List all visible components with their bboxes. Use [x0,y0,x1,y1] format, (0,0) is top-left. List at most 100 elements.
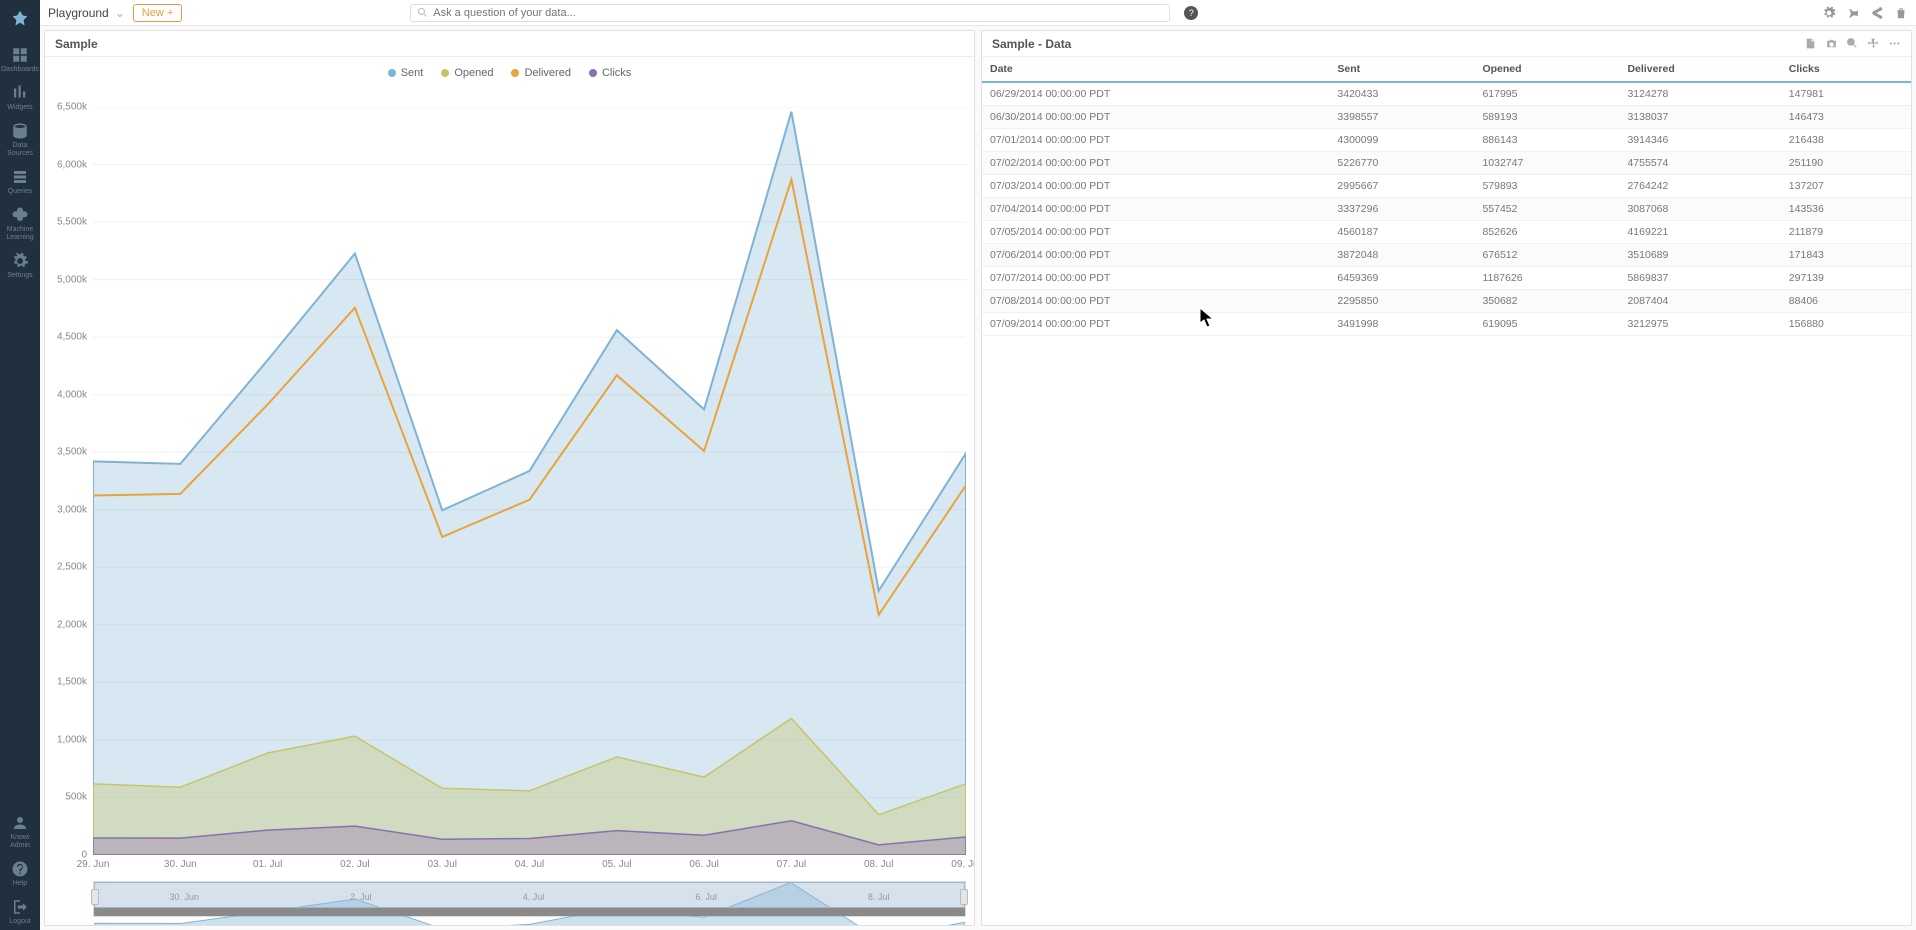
table-cell: 3212975 [1619,313,1780,336]
chart-navigator[interactable]: 30. Jun2. Jul4. Jul6. Jul8. Jul [93,881,966,917]
table-cell: 676512 [1474,244,1619,267]
sidebar-item-queries[interactable]: Queries [0,162,40,200]
legend-item[interactable]: Delivered [511,67,570,79]
table-cell: 3491998 [1329,313,1474,336]
table-row[interactable]: 07/09/2014 00:00:00 PDT34919986190953212… [982,313,1911,336]
table-cell: 852626 [1474,221,1619,244]
legend-label: Opened [454,67,493,79]
table-row[interactable]: 06/29/2014 00:00:00 PDT34204336179953124… [982,82,1911,106]
table-cell: 2087404 [1619,290,1780,313]
chart-panel: Sample SentOpenedDeliveredClicks 0500k1,… [44,30,975,926]
app-logo[interactable] [0,0,40,40]
table-cell: 171843 [1781,244,1911,267]
share-icon[interactable] [1870,6,1884,20]
y-tick-label: 2,500k [57,562,87,573]
sidebar-item-dashboards[interactable]: Dashboards [0,40,40,78]
sidebar-item-ml[interactable]: Machine Learning [0,200,40,246]
table-cell: 589193 [1474,106,1619,129]
export-icon[interactable] [1804,37,1817,50]
sidebar-item-help[interactable]: Help [0,854,40,892]
legend-item[interactable]: Sent [388,67,424,79]
y-tick-label: 5,500k [57,217,87,228]
table-cell: 3087068 [1619,198,1780,221]
table-cell: 156880 [1781,313,1911,336]
trash-icon[interactable] [1894,6,1908,20]
table-cell: 6459369 [1329,267,1474,290]
legend-item[interactable]: Opened [441,67,493,79]
table-row[interactable]: 07/02/2014 00:00:00 PDT52267701032747475… [982,152,1911,175]
table-row[interactable]: 07/07/2014 00:00:00 PDT64593691187626586… [982,267,1911,290]
y-tick-label: 3,500k [57,447,87,458]
table-row[interactable]: 07/05/2014 00:00:00 PDT45601878526264169… [982,221,1911,244]
legend-item[interactable]: Clicks [589,67,631,79]
sidebar-item-admin[interactable]: Knowi Admin [0,808,40,854]
table-cell: 3420433 [1329,82,1474,106]
sidebar-item-logout[interactable]: Logout [0,892,40,930]
x-tick-label: 09. Jul [951,859,974,870]
legend-label: Delivered [524,67,570,79]
table-cell: 07/08/2014 00:00:00 PDT [982,290,1329,313]
table-cell: 2995667 [1329,175,1474,198]
navigator-selection[interactable] [94,882,965,908]
x-tick-label: 01. Jul [253,859,282,870]
table-row[interactable]: 07/06/2014 00:00:00 PDT38720486765123510… [982,244,1911,267]
navigator-handle-left[interactable] [91,889,99,905]
y-tick-label: 4,000k [57,389,87,400]
sidebar-item-label: Dashboards [1,66,39,74]
data-table[interactable]: DateSentOpenedDeliveredClicks06/29/2014 … [982,57,1911,336]
x-tick-label: 30. Jun [164,859,197,870]
y-tick-label: 6,000k [57,159,87,170]
table-cell: 3398557 [1329,106,1474,129]
table-header[interactable]: Delivered [1619,57,1780,82]
nlq-input[interactable] [433,7,1163,19]
y-tick-label: 6,500k [57,102,87,113]
sidebar-item-label: Help [13,880,27,888]
x-tick-label: 05. Jul [602,859,631,870]
table-cell: 619095 [1474,313,1619,336]
table-header[interactable]: Opened [1474,57,1619,82]
table-row[interactable]: 07/08/2014 00:00:00 PDT22958503506822087… [982,290,1911,313]
search-icon[interactable] [1846,37,1859,50]
topbar: Playground ⌄ New + ? [40,0,1916,26]
x-tick-label: 02. Jul [340,859,369,870]
navigator-handle-right[interactable] [960,889,968,905]
workspace: Sample SentOpenedDeliveredClicks 0500k1,… [40,26,1916,930]
legend-label: Clicks [602,67,631,79]
pin-icon[interactable] [1846,6,1860,20]
table-cell: 07/01/2014 00:00:00 PDT [982,129,1329,152]
camera-icon[interactable] [1825,37,1838,50]
x-tick-label: 06. Jul [689,859,718,870]
more-icon[interactable] [1888,37,1901,50]
data-title: Sample - Data [992,37,1071,51]
sidebar-item-datasources[interactable]: Data Sources [0,116,40,162]
table-header[interactable]: Sent [1329,57,1474,82]
x-tick-label: 07. Jul [777,859,806,870]
expand-icon[interactable] [1867,37,1880,50]
navigator-scrollbar[interactable] [94,908,965,916]
table-header[interactable]: Clicks [1781,57,1911,82]
new-button[interactable]: New + [133,4,183,22]
table-row[interactable]: 06/30/2014 00:00:00 PDT33985575891933138… [982,106,1911,129]
sidebar-item-label: Settings [7,272,32,280]
chart-body: SentOpenedDeliveredClicks 0500k1,000k1,5… [45,57,974,925]
y-tick-label: 4,500k [57,332,87,343]
table-cell: 07/05/2014 00:00:00 PDT [982,221,1329,244]
y-tick-label: 1,000k [57,734,87,745]
help-icon[interactable]: ? [1184,6,1198,20]
legend-swatch [589,69,597,77]
table-row[interactable]: 07/01/2014 00:00:00 PDT43000998861433914… [982,129,1911,152]
chart-plot[interactable] [93,107,966,855]
table-row[interactable]: 07/03/2014 00:00:00 PDT29956675798932764… [982,175,1911,198]
table-cell: 579893 [1474,175,1619,198]
sidebar-item-settings[interactable]: Settings [0,246,40,284]
table-cell: 886143 [1474,129,1619,152]
breadcrumb[interactable]: Playground ⌄ [48,6,125,20]
nlq-search[interactable] [410,4,1170,22]
gear-icon[interactable] [1822,6,1836,20]
table-row[interactable]: 07/04/2014 00:00:00 PDT33372965574523087… [982,198,1911,221]
sidebar-item-widgets[interactable]: Widgets [0,78,40,116]
legend-swatch [511,69,519,77]
table-cell: 5226770 [1329,152,1474,175]
table-cell: 2295850 [1329,290,1474,313]
table-header[interactable]: Date [982,57,1329,82]
